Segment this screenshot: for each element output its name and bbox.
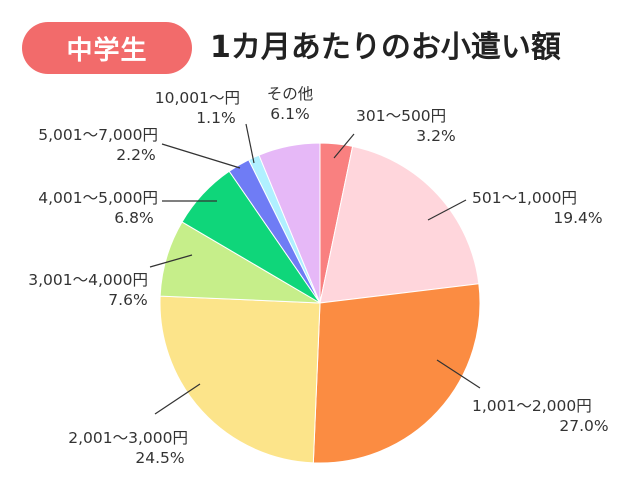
leader-line (154, 383, 201, 415)
pie-slice (312, 283, 481, 464)
leader-line (333, 133, 355, 159)
category-badge: 中学生 (22, 22, 192, 74)
slice-label: 501～1,000円 (472, 189, 577, 207)
pie-slice (159, 295, 321, 464)
slice-value-label: 6.8% (114, 209, 153, 227)
pie-slice (258, 142, 321, 304)
slice-label: その他 (267, 85, 314, 103)
slice-label: 2,001～3,000円 (68, 429, 188, 447)
slice-value-label: 3.2% (416, 127, 455, 145)
pie-slices (159, 142, 481, 464)
slice-labels: 301～500円 3.2% 501～1,000円 19.4% 1,001～2,000円 2… (28, 85, 608, 467)
leader-line (245, 123, 255, 164)
slice-label: 3,001～4,000円 (28, 271, 148, 289)
leader-line (161, 143, 241, 169)
chart-title: 1カ月あたりのお小遣い額 (210, 30, 561, 65)
slice-value-label: 27.0% (559, 417, 608, 435)
leader-line (427, 199, 467, 221)
slice-value-label: 19.4% (553, 209, 602, 227)
slice-label: 301～500円 (356, 107, 446, 125)
slice-label: 5,001～7,000円 (38, 126, 158, 144)
leader-line (436, 359, 481, 389)
slice-value-label: 1.1% (196, 109, 235, 127)
slice-label: 4,001～5,000円 (38, 189, 158, 207)
leader-lines (149, 123, 481, 415)
slice-value-label: 24.5% (135, 449, 184, 467)
pie-slice (319, 145, 480, 304)
leader-line (149, 254, 193, 268)
slice-label: 10,001～円 (155, 89, 240, 107)
slice-value-label: 7.6% (108, 291, 147, 309)
slice-label: 1,001～2,000円 (472, 397, 592, 415)
slice-value-label: 2.2% (116, 146, 155, 164)
slice-value-label: 6.1% (270, 105, 309, 123)
